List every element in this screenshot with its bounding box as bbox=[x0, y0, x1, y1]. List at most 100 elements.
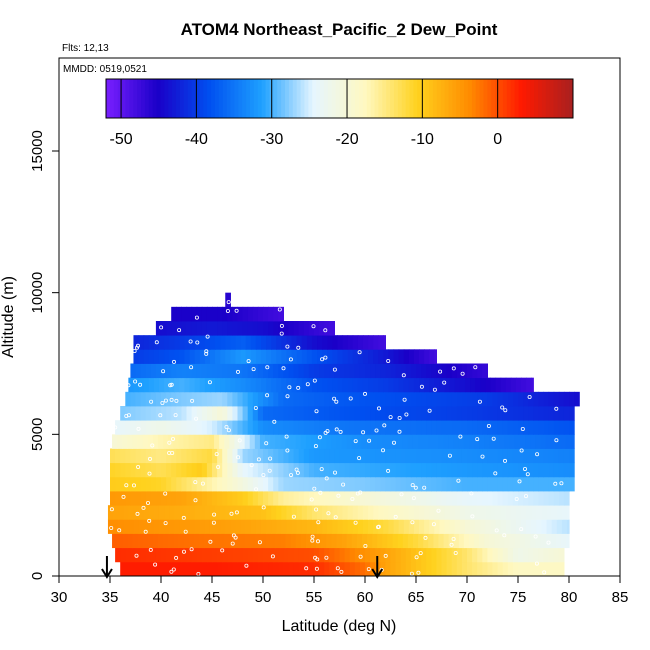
heatmap-cell bbox=[140, 420, 147, 435]
heatmap-cell bbox=[436, 420, 443, 435]
heatmap-cell bbox=[212, 561, 218, 577]
heatmap-cell bbox=[433, 434, 440, 449]
heatmap-cell bbox=[507, 448, 514, 464]
heatmap-cell bbox=[431, 462, 437, 478]
heatmap-cell bbox=[339, 476, 346, 492]
heatmap-cell bbox=[504, 533, 511, 549]
sample-point bbox=[204, 349, 209, 354]
heatmap-cell bbox=[298, 363, 305, 379]
heatmap-cell bbox=[558, 491, 565, 506]
heatmap-cell bbox=[239, 434, 246, 449]
heatmap-cell bbox=[431, 561, 437, 577]
heatmap-cell bbox=[278, 491, 284, 506]
heatmap-cell bbox=[184, 377, 191, 393]
heatmap-cell bbox=[393, 349, 400, 364]
sample-point bbox=[315, 557, 320, 562]
heatmap-cell bbox=[472, 391, 478, 407]
heatmap-cell bbox=[398, 349, 405, 364]
heatmap-cell bbox=[514, 434, 521, 449]
heatmap-cell bbox=[441, 462, 448, 478]
heatmap-cell bbox=[222, 491, 228, 506]
sample-point bbox=[265, 393, 270, 398]
heatmap-cell bbox=[507, 491, 514, 506]
heatmap-cell bbox=[143, 335, 150, 350]
heatmap-cell bbox=[412, 434, 419, 449]
heatmap-cell bbox=[487, 547, 494, 563]
heatmap-cell bbox=[217, 363, 223, 379]
heatmap-cell bbox=[143, 349, 150, 364]
sample-point bbox=[169, 397, 174, 402]
heatmap-cell bbox=[242, 561, 249, 577]
heatmap-cell bbox=[405, 448, 412, 464]
colorbar-segment bbox=[191, 79, 197, 118]
heatmap-cell bbox=[497, 391, 504, 407]
heatmap-cell bbox=[569, 462, 575, 478]
heatmap-cell bbox=[540, 533, 547, 549]
colorbar-segment bbox=[475, 79, 481, 118]
heatmap-cell bbox=[370, 462, 376, 478]
sample-point bbox=[427, 408, 432, 413]
heatmap-cell bbox=[206, 448, 213, 464]
sample-point bbox=[386, 358, 391, 363]
heatmap-cell bbox=[201, 306, 208, 322]
heatmap-cell bbox=[332, 349, 339, 364]
heatmap-cell bbox=[268, 363, 274, 379]
sample-point bbox=[376, 406, 381, 411]
heatmap-cell bbox=[482, 561, 488, 577]
heatmap-cell bbox=[525, 533, 531, 549]
heatmap-cell bbox=[283, 561, 290, 577]
heatmap-cell bbox=[558, 476, 565, 492]
heatmap-cell bbox=[291, 505, 298, 520]
heatmap-cell bbox=[433, 533, 440, 549]
heatmap-cell bbox=[255, 377, 262, 393]
heatmap-cell bbox=[365, 491, 371, 506]
heatmap-cell bbox=[327, 335, 333, 350]
heatmap-cell bbox=[410, 420, 417, 435]
heatmap-cell bbox=[393, 377, 400, 393]
sample-point bbox=[431, 522, 436, 527]
heatmap-cell bbox=[247, 406, 254, 421]
sample-point bbox=[393, 514, 398, 519]
heatmap-cell bbox=[378, 505, 384, 520]
heatmap-cell bbox=[332, 335, 339, 350]
heatmap-cell bbox=[512, 406, 519, 421]
heatmap-cell bbox=[560, 434, 567, 449]
colorbar-segment bbox=[561, 79, 566, 118]
colorbar-segment bbox=[265, 79, 270, 118]
heatmap-cell bbox=[186, 462, 193, 478]
heatmap-cell bbox=[288, 561, 295, 577]
heatmap-cell bbox=[395, 462, 402, 478]
heatmap-cell bbox=[518, 476, 524, 492]
colorbar-segment bbox=[370, 79, 376, 118]
heatmap-cell bbox=[212, 363, 218, 379]
heatmap-cell bbox=[487, 561, 494, 577]
heatmap-cell bbox=[113, 505, 119, 520]
heatmap-cell bbox=[225, 292, 231, 308]
sample-point bbox=[148, 547, 153, 552]
colorbar-segment bbox=[218, 79, 224, 118]
heatmap-cell bbox=[512, 561, 519, 577]
heatmap-cell bbox=[482, 406, 488, 421]
sample-point bbox=[214, 452, 219, 457]
heatmap-cell bbox=[477, 448, 483, 464]
heatmap-cell bbox=[451, 363, 458, 379]
heatmap-cell bbox=[370, 391, 376, 407]
heatmap-cell bbox=[271, 519, 277, 534]
heatmap-cell bbox=[490, 377, 497, 393]
colorbar-segment bbox=[176, 79, 181, 118]
heatmap-cell bbox=[553, 420, 560, 435]
heatmap-cell bbox=[398, 519, 405, 534]
heatmap-cell bbox=[242, 476, 249, 492]
heatmap-cell bbox=[373, 335, 379, 350]
heatmap-cell bbox=[477, 363, 483, 379]
heatmap-cell bbox=[166, 321, 172, 336]
heatmap-cell bbox=[461, 420, 468, 435]
heatmap-cell bbox=[373, 505, 379, 520]
heatmap-cell bbox=[454, 505, 461, 520]
heatmap-cell bbox=[322, 349, 328, 364]
heatmap-cell bbox=[569, 420, 575, 435]
heatmap-cell bbox=[347, 519, 354, 534]
heatmap-cell bbox=[273, 462, 279, 478]
heatmap-cell bbox=[276, 519, 282, 534]
heatmap-cell bbox=[349, 448, 356, 464]
